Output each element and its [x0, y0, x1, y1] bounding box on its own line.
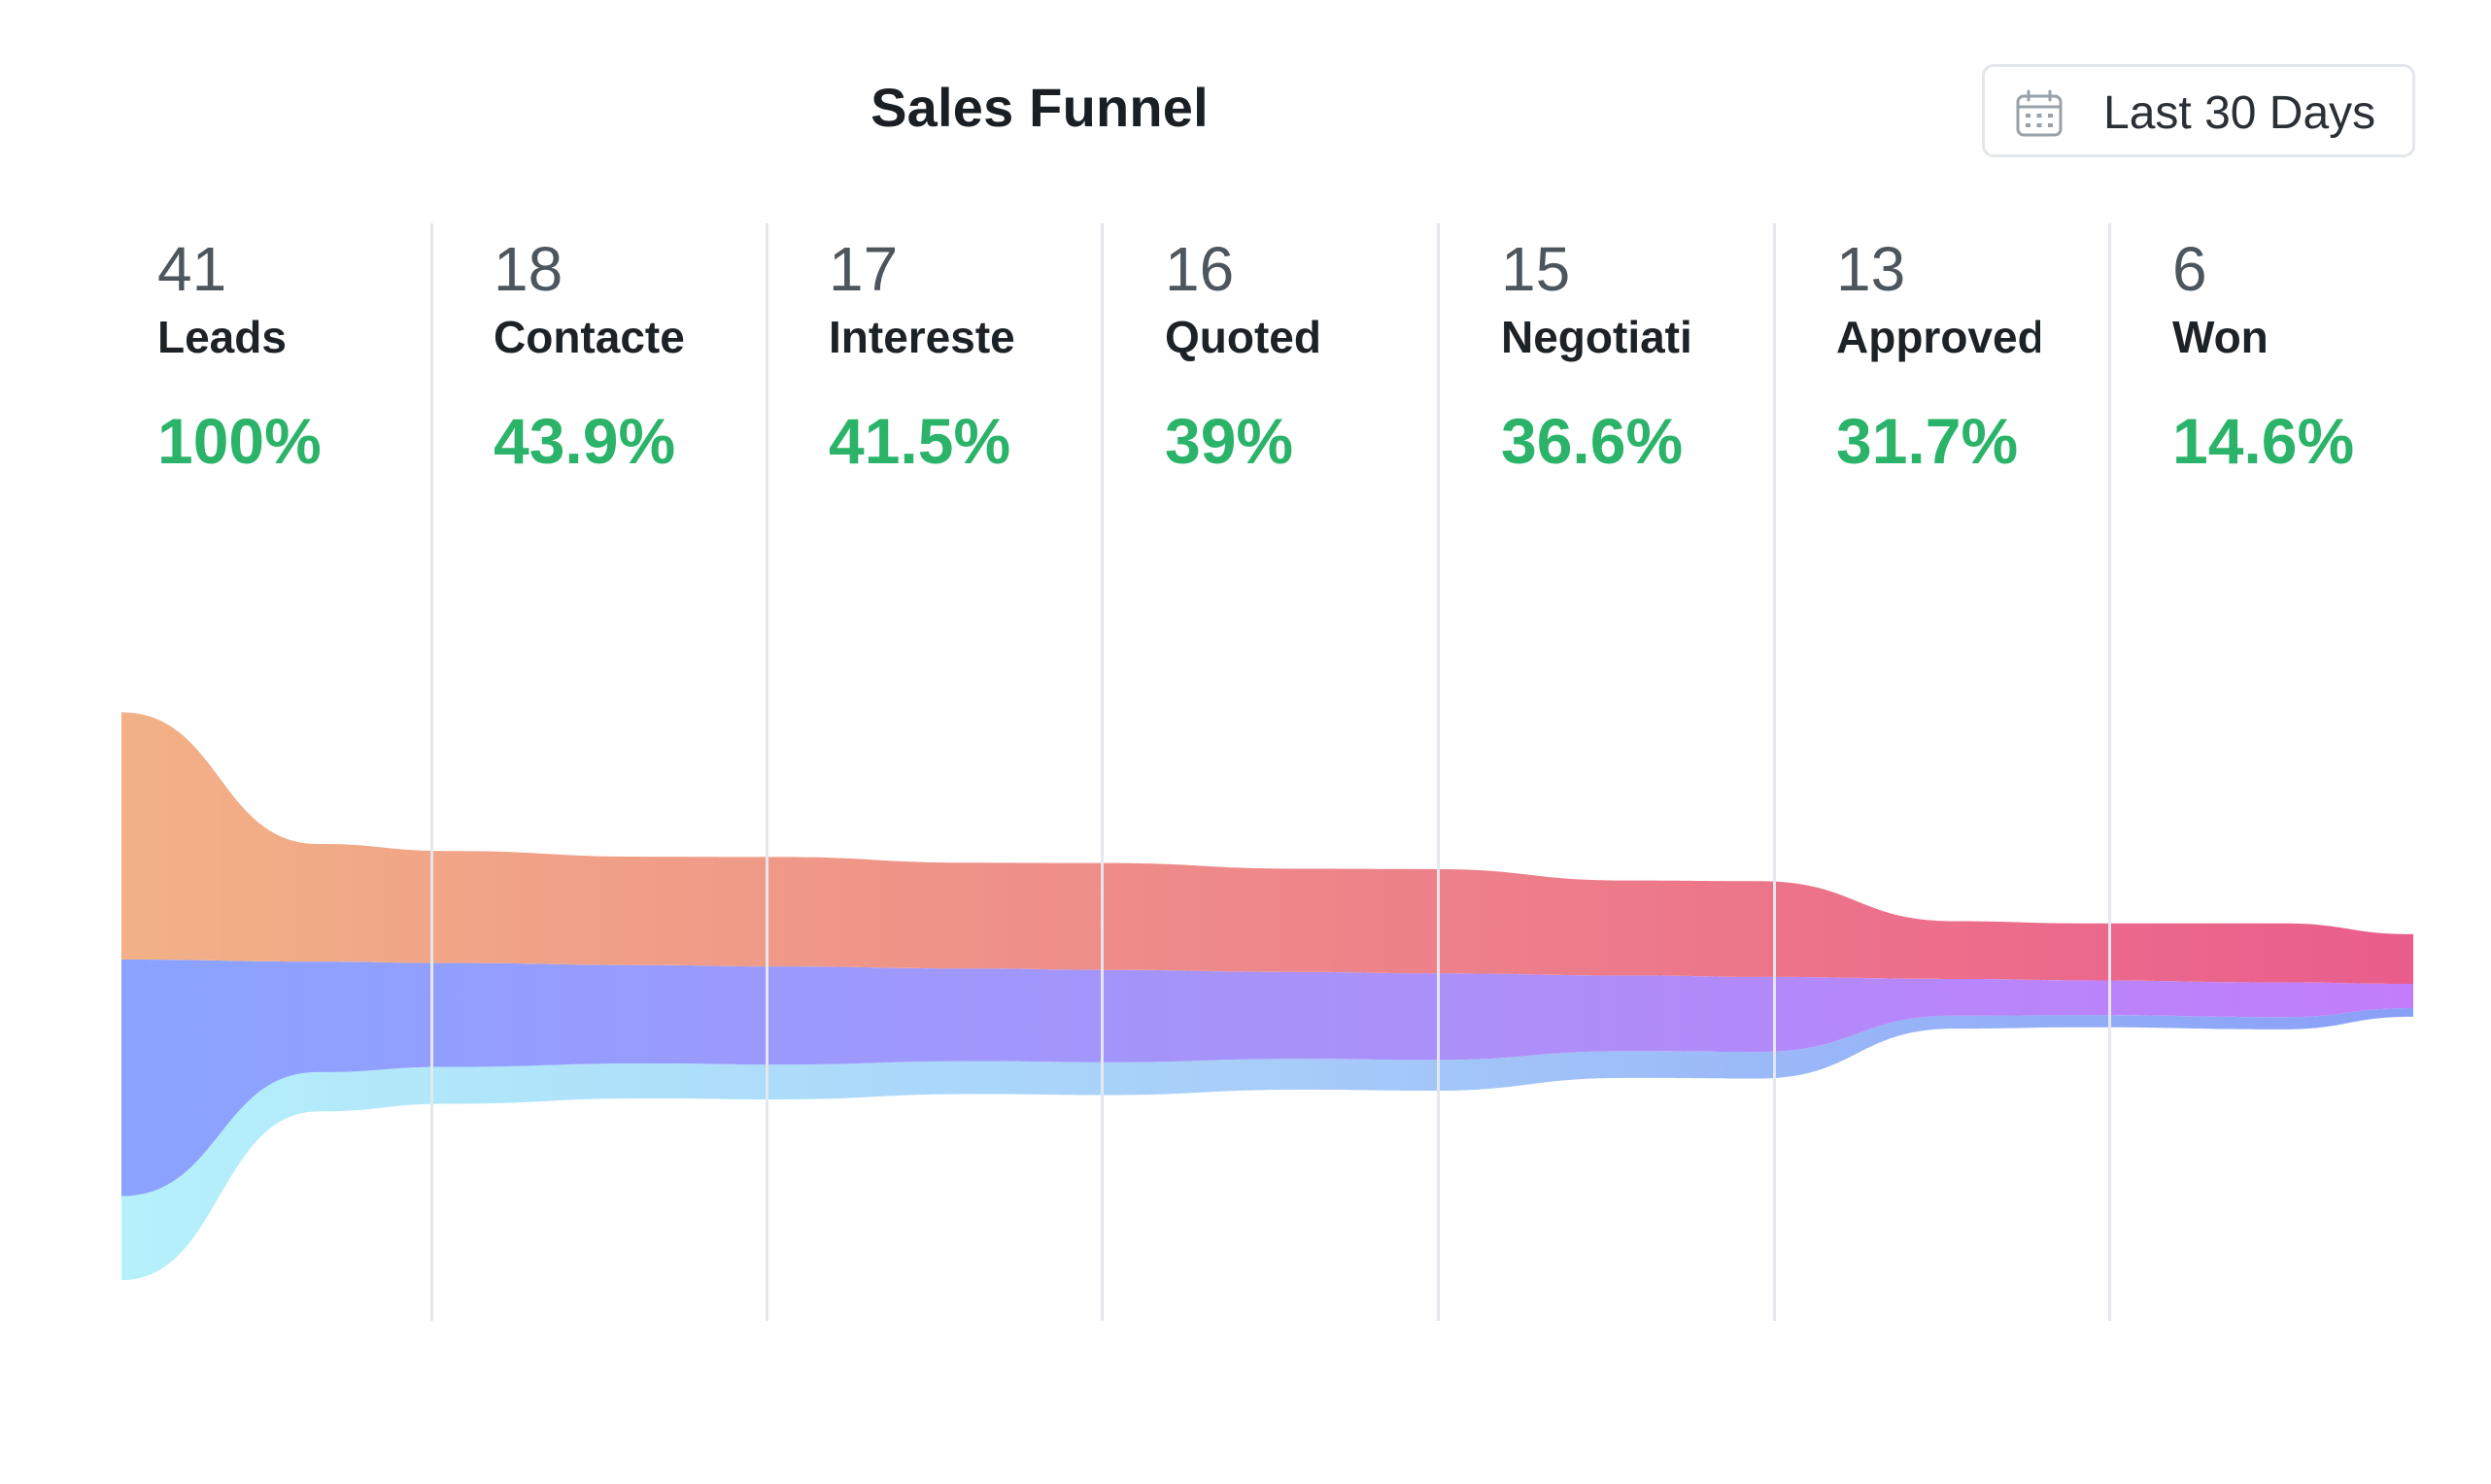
stage-approved[interactable]: 13 Approved 31.7% — [1836, 233, 2099, 478]
stage-interested[interactable]: 17 Intereste 41.5% — [829, 233, 1091, 478]
stage-label: Contacte — [494, 312, 685, 362]
stage-percentage: 39% — [1165, 405, 1294, 477]
stage-percentage: 43.9% — [494, 405, 676, 477]
calendar-icon — [2016, 89, 2063, 137]
stage-count: 41 — [157, 234, 227, 304]
stage-count: 13 — [1836, 234, 1906, 304]
stage-label: Quoted — [1165, 312, 1321, 362]
stage-label: Negotiati — [1501, 312, 1692, 362]
stage-contacted[interactable]: 18 Contacte 43.9% — [494, 233, 756, 478]
stage-percentage: 36.6% — [1501, 405, 1684, 477]
funnel-band-bottom — [121, 1007, 2413, 1281]
stage-divider — [2108, 223, 2111, 1321]
stage-count: 15 — [1501, 234, 1571, 304]
funnel-band-middle — [121, 960, 2413, 1197]
stage-divider — [430, 223, 433, 1321]
stage-percentage: 14.6% — [2172, 405, 2355, 477]
stage-percentage: 41.5% — [829, 405, 1011, 477]
stage-divider — [1773, 223, 1776, 1321]
stage-label: Approved — [1836, 312, 2040, 362]
stage-label: Leads — [157, 312, 287, 362]
stage-leads[interactable]: 41 Leads 100% — [157, 233, 420, 478]
funnel-band-top — [121, 712, 2413, 984]
date-range-label: Last 30 Days — [2103, 87, 2376, 139]
stage-negotiating[interactable]: 15 Negotiati 36.6% — [1501, 233, 1763, 478]
stage-label: Won — [2172, 312, 2269, 362]
stage-label: Intereste — [829, 312, 1015, 362]
stage-count: 18 — [494, 234, 563, 304]
stage-divider — [1437, 223, 1440, 1321]
stage-count: 16 — [1165, 234, 1235, 304]
stage-divider — [1101, 223, 1104, 1321]
stage-count: 6 — [2172, 234, 2207, 304]
date-range-button[interactable]: Last 30 Days — [1982, 64, 2415, 157]
stage-percentage: 100% — [157, 405, 322, 477]
stage-quoted[interactable]: 16 Quoted 39% — [1165, 233, 1427, 478]
stage-percentage: 31.7% — [1836, 405, 2019, 477]
chart-title: Sales Funnel — [870, 77, 1209, 138]
stage-won[interactable]: 6 Won 14.6% — [2172, 233, 2435, 478]
stage-divider — [766, 223, 768, 1321]
stage-count: 17 — [829, 234, 899, 304]
